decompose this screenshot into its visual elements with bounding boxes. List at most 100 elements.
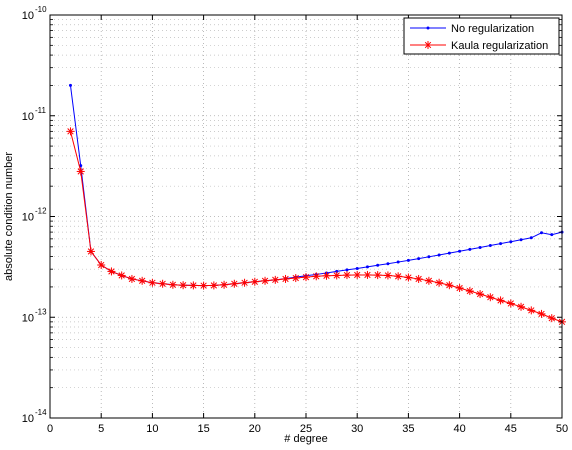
data-point-kaula-regularization: [435, 278, 444, 287]
x-tick-label: 45: [505, 423, 517, 435]
data-point-no-regularization: [427, 255, 431, 259]
data-point-kaula-regularization: [250, 277, 259, 286]
y-tick-label-exponent: -12: [35, 207, 47, 216]
data-point-kaula-regularization: [138, 276, 147, 285]
data-point-kaula-regularization: [517, 302, 526, 311]
data-point-kaula-regularization: [527, 306, 536, 315]
data-point-kaula-regularization: [127, 274, 136, 283]
legend-marker-no-regularization: [426, 26, 430, 30]
data-point-kaula-regularization: [158, 279, 167, 288]
y-tick-label: 10: [22, 10, 34, 22]
data-point-kaula-regularization: [424, 276, 433, 285]
data-point-no-regularization: [499, 242, 503, 246]
x-tick-label: 15: [197, 423, 209, 435]
data-point-kaula-regularization: [353, 270, 362, 279]
data-point-kaula-regularization: [322, 271, 331, 280]
data-point-kaula-regularization: [271, 275, 280, 284]
data-point-kaula-regularization: [179, 281, 188, 290]
data-point-kaula-regularization: [373, 271, 382, 280]
y-tick-label: 10: [22, 312, 34, 324]
data-point-kaula-regularization: [547, 314, 556, 323]
data-point-no-regularization: [437, 253, 441, 257]
legend-label-no-regularization: No regularization: [451, 23, 534, 35]
y-tick-label: 10: [22, 413, 34, 425]
data-point-no-regularization: [468, 247, 472, 251]
data-point-kaula-regularization: [76, 167, 85, 176]
data-point-kaula-regularization: [312, 272, 321, 281]
data-point-kaula-regularization: [230, 279, 239, 288]
x-tick-label: 30: [351, 423, 363, 435]
data-point-no-regularization: [406, 258, 410, 262]
data-point-kaula-regularization: [332, 271, 341, 280]
y-tick-label-exponent: -14: [35, 408, 47, 417]
x-tick-label: 20: [249, 423, 261, 435]
data-point-no-regularization: [509, 240, 513, 244]
grid: [50, 15, 562, 418]
data-point-kaula-regularization: [189, 281, 198, 290]
data-point-no-regularization: [519, 238, 523, 242]
data-point-kaula-regularization: [537, 309, 546, 318]
data-point-no-regularization: [447, 251, 451, 255]
y-tick-label-exponent: -11: [35, 106, 47, 115]
data-point-kaula-regularization: [383, 271, 392, 280]
data-point-no-regularization: [550, 233, 554, 237]
data-point-kaula-regularization: [455, 284, 464, 293]
data-point-no-regularization: [417, 257, 421, 261]
data-point-kaula-regularization: [148, 278, 157, 287]
data-point-no-regularization: [458, 249, 462, 253]
y-tick-label: 10: [22, 111, 34, 123]
series-layer: [66, 83, 566, 326]
data-point-no-regularization: [365, 265, 369, 269]
x-axis-label: # degree: [284, 433, 327, 445]
y-tick-label-exponent: -13: [35, 307, 47, 316]
x-tick-label: 10: [146, 423, 158, 435]
data-point-no-regularization: [529, 236, 533, 240]
data-point-kaula-regularization: [66, 127, 75, 136]
data-point-kaula-regularization: [261, 276, 270, 285]
data-point-kaula-regularization: [404, 273, 413, 282]
x-tick-label: 25: [300, 423, 312, 435]
data-point-kaula-regularization: [394, 272, 403, 281]
data-point-no-regularization: [386, 262, 390, 266]
x-tick-label: 50: [556, 423, 568, 435]
data-point-kaula-regularization: [476, 290, 485, 299]
data-point-no-regularization: [478, 245, 482, 249]
data-point-no-regularization: [396, 260, 400, 264]
data-point-kaula-regularization: [414, 274, 423, 283]
x-tick-label: 35: [402, 423, 414, 435]
data-point-kaula-regularization: [342, 271, 351, 280]
y-axis-label: absolute condition number: [3, 152, 15, 281]
data-point-kaula-regularization: [97, 261, 106, 270]
data-point-kaula-regularization: [209, 281, 218, 290]
data-point-kaula-regularization: [281, 274, 290, 283]
data-point-kaula-regularization: [445, 281, 454, 290]
legend-box: [403, 17, 560, 55]
data-point-kaula-regularization: [465, 287, 474, 296]
data-point-kaula-regularization: [86, 247, 95, 256]
x-tick-label: 5: [98, 423, 104, 435]
data-point-no-regularization: [79, 164, 83, 168]
x-tick-label: 40: [453, 423, 465, 435]
y-tick-label-exponent: -10: [35, 5, 47, 14]
legend-marker-kaula-regularization: [424, 41, 432, 49]
data-point-kaula-regularization: [240, 278, 249, 287]
y-tick-label: 10: [22, 212, 34, 224]
data-point-no-regularization: [345, 268, 349, 272]
data-point-kaula-regularization: [199, 281, 208, 290]
x-tick-labels: 0 5 10 15 20 25 30 35 40 45 50: [47, 423, 568, 435]
data-point-kaula-regularization: [107, 267, 116, 276]
axis-ticks: [49, 14, 563, 419]
data-point-no-regularization: [376, 263, 380, 267]
data-point-kaula-regularization: [496, 296, 505, 305]
data-point-no-regularization: [68, 83, 72, 87]
legend-star-glyph: [424, 41, 432, 49]
data-point-no-regularization: [335, 269, 339, 273]
data-point-kaula-regularization: [291, 274, 300, 283]
data-point-kaula-regularization: [168, 280, 177, 289]
data-point-kaula-regularization: [486, 293, 495, 302]
data-point-kaula-regularization: [506, 299, 515, 308]
data-point-kaula-regularization: [117, 271, 126, 280]
data-point-no-regularization: [540, 231, 544, 235]
